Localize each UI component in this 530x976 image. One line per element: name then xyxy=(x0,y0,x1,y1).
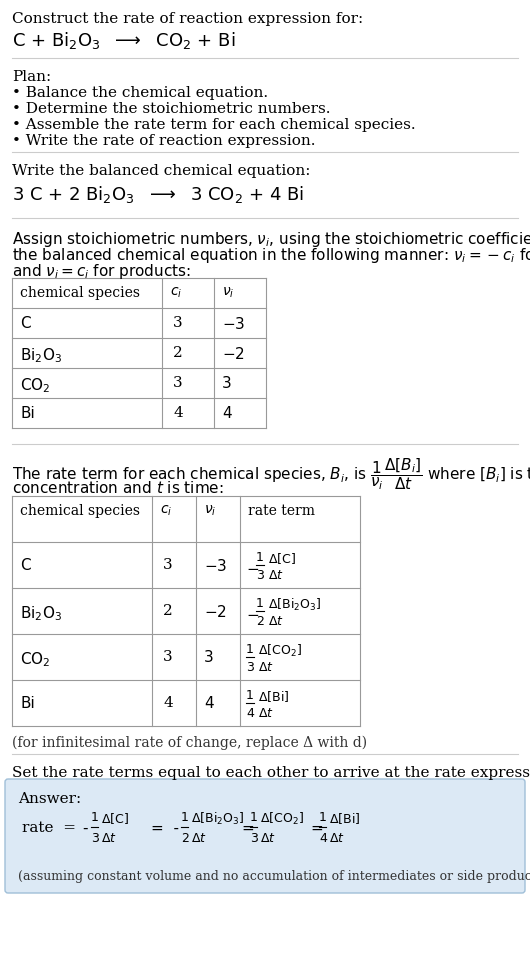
Text: 4: 4 xyxy=(163,696,173,710)
Text: $\nu_i$: $\nu_i$ xyxy=(204,504,216,518)
Text: CO$_2$: CO$_2$ xyxy=(20,376,50,394)
Text: 1: 1 xyxy=(319,811,327,824)
Text: 1: 1 xyxy=(181,811,189,824)
Text: 1: 1 xyxy=(256,597,264,610)
Text: $\Delta t$: $\Delta t$ xyxy=(268,615,284,628)
Text: -: - xyxy=(82,821,87,836)
Text: 3: 3 xyxy=(163,558,173,572)
Text: $\Delta t$: $\Delta t$ xyxy=(191,832,207,845)
Text: chemical species: chemical species xyxy=(20,286,140,300)
Text: C: C xyxy=(20,558,31,573)
Text: Set the rate terms equal to each other to arrive at the rate expression:: Set the rate terms equal to each other t… xyxy=(12,766,530,780)
Text: $\Delta t$: $\Delta t$ xyxy=(258,707,274,720)
Text: rate term: rate term xyxy=(248,504,315,518)
Text: =: = xyxy=(310,821,323,836)
Text: Plan:: Plan: xyxy=(12,70,51,84)
Text: $\Delta$[Bi]: $\Delta$[Bi] xyxy=(258,689,289,704)
Text: 3: 3 xyxy=(246,661,254,674)
Text: Write the balanced chemical equation:: Write the balanced chemical equation: xyxy=(12,164,311,178)
Text: Answer:: Answer: xyxy=(18,792,81,806)
Text: (assuming constant volume and no accumulation of intermediates or side products): (assuming constant volume and no accumul… xyxy=(18,870,530,883)
Text: CO$_2$: CO$_2$ xyxy=(20,650,50,669)
Text: 1: 1 xyxy=(246,689,254,702)
Text: $\Delta$[Bi$_2$O$_3$]: $\Delta$[Bi$_2$O$_3$] xyxy=(191,811,244,827)
Text: 4: 4 xyxy=(204,696,214,711)
Text: Bi: Bi xyxy=(20,406,35,421)
Text: 3: 3 xyxy=(222,376,232,391)
Text: 3: 3 xyxy=(163,650,173,664)
Text: $c_i$: $c_i$ xyxy=(160,504,172,518)
Text: 2: 2 xyxy=(181,832,189,845)
Text: the balanced chemical equation in the following manner: $\nu_i = -c_i$ for react: the balanced chemical equation in the fo… xyxy=(12,246,530,265)
Text: Assign stoichiometric numbers, $\nu_i$, using the stoichiometric coefficients, $: Assign stoichiometric numbers, $\nu_i$, … xyxy=(12,230,530,249)
Text: $\Delta$[C]: $\Delta$[C] xyxy=(268,551,296,566)
Text: and $\nu_i = c_i$ for products:: and $\nu_i = c_i$ for products: xyxy=(12,262,191,281)
Text: 4: 4 xyxy=(173,406,183,420)
Text: $\Delta t$: $\Delta t$ xyxy=(268,569,284,582)
Text: • Determine the stoichiometric numbers.: • Determine the stoichiometric numbers. xyxy=(12,102,331,116)
Text: Bi$_2$O$_3$: Bi$_2$O$_3$ xyxy=(20,604,62,623)
Text: The rate term for each chemical species, $B_i$, is $\dfrac{1}{\nu_i}\dfrac{\Delt: The rate term for each chemical species,… xyxy=(12,456,530,492)
Text: • Write the rate of reaction expression.: • Write the rate of reaction expression. xyxy=(12,134,315,148)
Text: 1: 1 xyxy=(246,643,254,656)
Text: 2: 2 xyxy=(173,346,183,360)
Text: $\Delta$[CO$_2$]: $\Delta$[CO$_2$] xyxy=(260,811,304,827)
Text: $\Delta$[C]: $\Delta$[C] xyxy=(101,811,129,826)
Text: C + Bi$_2$O$_3$  $\longrightarrow$  CO$_2$ + Bi: C + Bi$_2$O$_3$ $\longrightarrow$ CO$_2$… xyxy=(12,30,235,51)
Text: Bi: Bi xyxy=(20,696,35,711)
Text: $\Delta$[CO$_2$]: $\Delta$[CO$_2$] xyxy=(258,643,302,659)
Text: Construct the rate of reaction expression for:: Construct the rate of reaction expressio… xyxy=(12,12,363,26)
Text: rate  =: rate = xyxy=(22,821,76,835)
Text: $-$: $-$ xyxy=(246,606,259,621)
Text: $\nu_i$: $\nu_i$ xyxy=(222,286,234,301)
Text: 3: 3 xyxy=(91,832,99,845)
Text: (for infinitesimal rate of change, replace Δ with d): (for infinitesimal rate of change, repla… xyxy=(12,736,367,751)
Text: • Assemble the rate term for each chemical species.: • Assemble the rate term for each chemic… xyxy=(12,118,416,132)
Text: 4: 4 xyxy=(222,406,232,421)
Text: chemical species: chemical species xyxy=(20,504,140,518)
Text: $\Delta t$: $\Delta t$ xyxy=(329,832,345,845)
Text: =  -: = - xyxy=(151,821,179,836)
Text: C: C xyxy=(20,316,31,331)
Text: • Balance the chemical equation.: • Balance the chemical equation. xyxy=(12,86,268,100)
Text: 2: 2 xyxy=(256,615,264,628)
Text: $-$3: $-$3 xyxy=(204,558,227,574)
Text: 1: 1 xyxy=(256,551,264,564)
Text: 3: 3 xyxy=(173,376,183,390)
Text: 1: 1 xyxy=(91,811,99,824)
Text: 4: 4 xyxy=(319,832,327,845)
Text: $\Delta$[Bi$_2$O$_3$]: $\Delta$[Bi$_2$O$_3$] xyxy=(268,597,321,613)
Text: concentration and $t$ is time:: concentration and $t$ is time: xyxy=(12,480,224,496)
Text: Bi$_2$O$_3$: Bi$_2$O$_3$ xyxy=(20,346,62,365)
Text: 3: 3 xyxy=(204,650,214,665)
Text: $\Delta$[Bi]: $\Delta$[Bi] xyxy=(329,811,360,826)
Text: $-$3: $-$3 xyxy=(222,316,245,332)
Text: 3: 3 xyxy=(173,316,183,330)
Text: 4: 4 xyxy=(246,707,254,720)
Text: $c_i$: $c_i$ xyxy=(170,286,182,301)
Text: 1: 1 xyxy=(250,811,258,824)
Text: $-$2: $-$2 xyxy=(204,604,227,620)
Text: 3: 3 xyxy=(256,569,264,582)
Text: $\Delta t$: $\Delta t$ xyxy=(260,832,276,845)
Text: 3 C + 2 Bi$_2$O$_3$  $\longrightarrow$  3 CO$_2$ + 4 Bi: 3 C + 2 Bi$_2$O$_3$ $\longrightarrow$ 3 … xyxy=(12,184,304,205)
Text: 2: 2 xyxy=(163,604,173,618)
Text: $-$2: $-$2 xyxy=(222,346,245,362)
Text: =: = xyxy=(241,821,254,836)
Text: 3: 3 xyxy=(250,832,258,845)
Text: $\Delta t$: $\Delta t$ xyxy=(258,661,274,674)
FancyBboxPatch shape xyxy=(5,779,525,893)
Text: $\Delta t$: $\Delta t$ xyxy=(101,832,117,845)
Text: $-$: $-$ xyxy=(246,560,259,575)
